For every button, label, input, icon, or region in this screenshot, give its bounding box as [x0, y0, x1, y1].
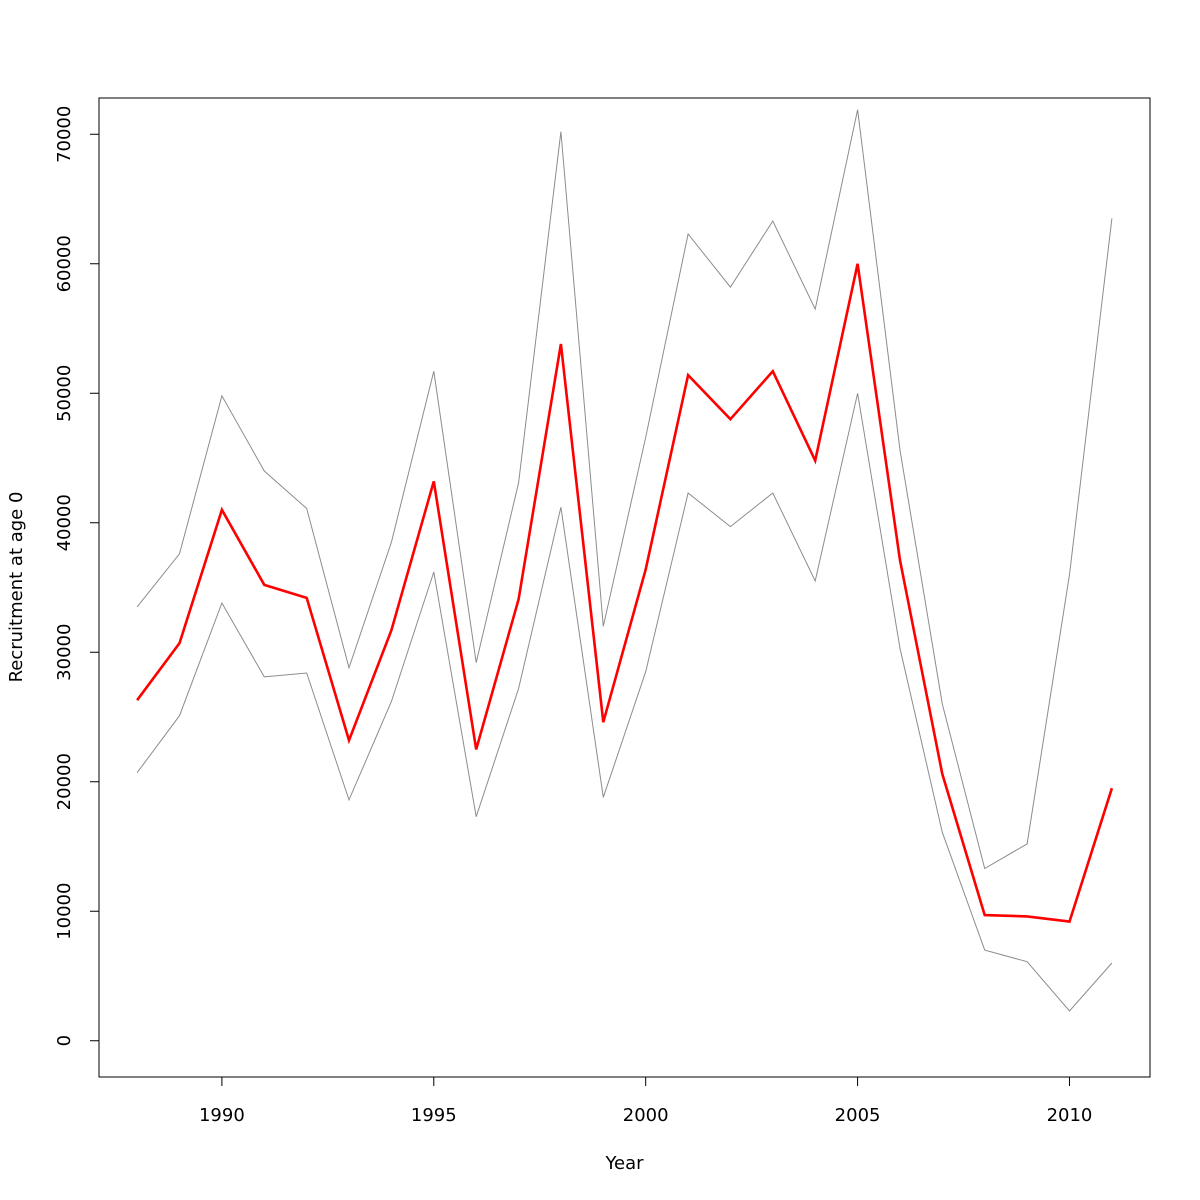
series-line-upper-bound — [136, 109, 1113, 870]
y-tick-label: 20000 — [54, 753, 75, 810]
series-line-lower-bound — [136, 393, 1113, 1012]
x-tick-label: 2010 — [1047, 1105, 1093, 1126]
y-tick-label: 50000 — [54, 365, 75, 422]
x-tick-label: 2000 — [623, 1105, 669, 1126]
y-tick-label: 0 — [54, 1035, 75, 1046]
y-tick-label: 10000 — [54, 883, 75, 940]
x-axis: 1990 1995 2000 2005 2010 — [199, 1076, 1093, 1126]
y-axis: 0 10000 20000 30000 40000 50000 60000 70000 — [54, 106, 100, 1046]
x-tick-label: 1990 — [199, 1105, 245, 1126]
y-tick-label: 40000 — [54, 494, 75, 551]
series-layer — [136, 109, 1114, 1012]
series-line-estimate — [136, 263, 1114, 924]
plot-frame — [98, 97, 1151, 1078]
x-axis-title: Year — [604, 1153, 644, 1174]
x-tick-label: 2005 — [835, 1105, 881, 1126]
y-tick-label: 70000 — [54, 106, 75, 163]
y-tick-label: 60000 — [54, 235, 75, 292]
y-tick-label: 30000 — [54, 624, 75, 681]
x-tick-label: 1995 — [411, 1105, 457, 1126]
y-axis-title: Recruitment at age 0 — [6, 492, 27, 683]
